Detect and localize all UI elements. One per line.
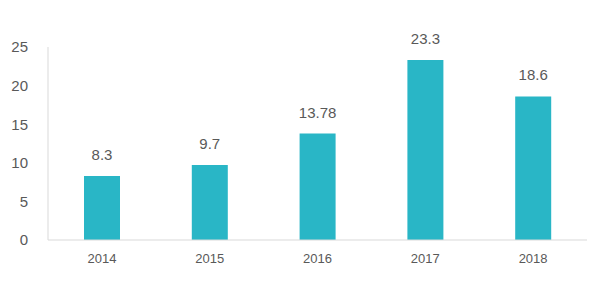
svg-text:18.6: 18.6 bbox=[519, 66, 548, 83]
svg-text:0: 0 bbox=[20, 231, 28, 248]
svg-text:20: 20 bbox=[11, 77, 28, 94]
svg-text:23.3: 23.3 bbox=[411, 30, 440, 47]
svg-text:2018: 2018 bbox=[519, 251, 548, 266]
svg-text:2015: 2015 bbox=[195, 251, 224, 266]
svg-text:2014: 2014 bbox=[87, 251, 116, 266]
svg-text:25: 25 bbox=[11, 38, 28, 55]
svg-text:10: 10 bbox=[11, 154, 28, 171]
svg-text:2016: 2016 bbox=[303, 251, 332, 266]
svg-text:5: 5 bbox=[20, 193, 28, 210]
svg-text:13.78: 13.78 bbox=[299, 104, 337, 121]
svg-text:2017: 2017 bbox=[411, 251, 440, 266]
svg-text:9.7: 9.7 bbox=[199, 135, 220, 152]
svg-text:15: 15 bbox=[11, 116, 28, 133]
svg-text:8.3: 8.3 bbox=[92, 146, 113, 163]
